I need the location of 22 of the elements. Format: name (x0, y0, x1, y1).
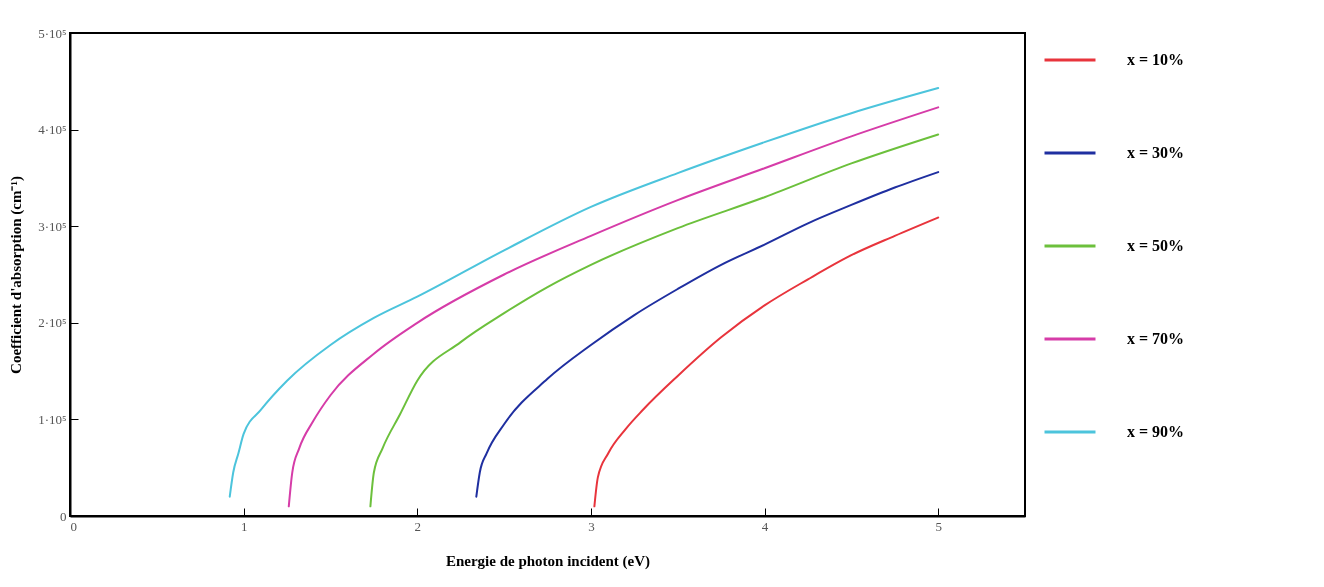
x-tick-label: 2 (414, 518, 422, 534)
legend-label: x = 10% (1127, 51, 1185, 68)
y-tick-label: 5·10⁵ (38, 25, 67, 41)
x-tick-label: 0 (70, 518, 77, 534)
x-tick-label: 1 (240, 518, 248, 534)
legend-label: x = 50% (1127, 237, 1185, 254)
line-series (369, 133, 940, 508)
y-tick-label: 3·10⁵ (38, 218, 67, 234)
y-axis-title: Coefficient d'absorption (cm⁻¹) (8, 176, 26, 374)
x-tick-label: 4 (761, 518, 769, 534)
legend-label: x = 90% (1127, 423, 1185, 440)
x-axis-title: Energie de photon incident (eV) (445, 552, 651, 570)
legend-label: x = 30% (1127, 144, 1185, 161)
y-tick-label: 4·10⁵ (38, 122, 67, 138)
x-tick-label: 3 (588, 518, 595, 534)
legend-label: x = 70% (1127, 330, 1185, 347)
y-tick-label: 0 (60, 508, 67, 524)
x-tick-label: 5 (935, 518, 942, 534)
line-series (475, 171, 940, 498)
y-tick-label: 2·10⁵ (38, 315, 67, 331)
y-tick-label: 1·10⁵ (38, 411, 67, 427)
line-series (593, 216, 940, 508)
